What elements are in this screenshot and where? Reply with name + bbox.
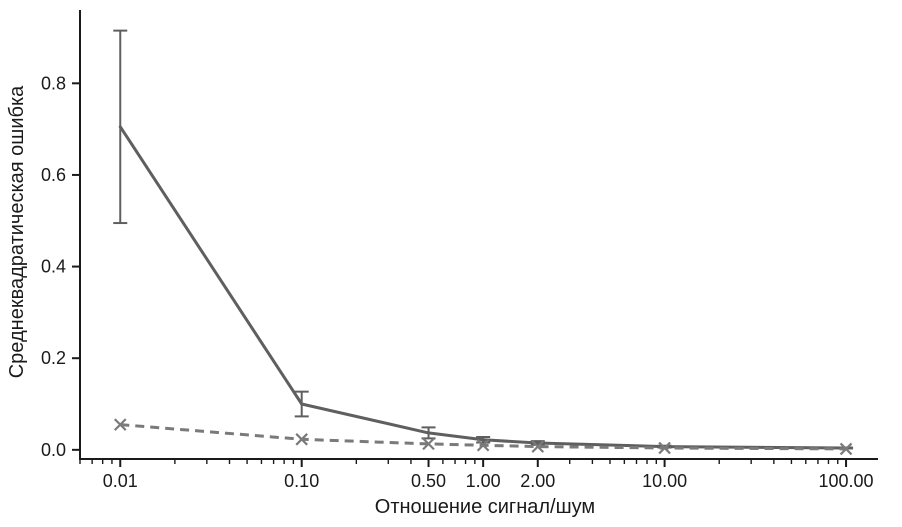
x-tick-label: 1.00 <box>466 471 501 491</box>
data-point <box>536 441 540 445</box>
y-ticks: 0.0 0.2 0.4 0.6 0.8 <box>41 73 80 460</box>
data-point <box>481 438 485 442</box>
x-tick-label: 0.01 <box>103 471 138 491</box>
data-point <box>118 125 122 129</box>
series-2 <box>113 418 853 456</box>
y-axis-title: Среднеквадратическая ошибка <box>6 85 28 378</box>
data-point-marker <box>422 437 435 451</box>
x-tick-label: 100.00 <box>819 471 874 491</box>
data-point <box>300 402 304 406</box>
y-tick-label: 0.8 <box>41 73 66 93</box>
data-point-marker <box>531 440 545 453</box>
data-point-marker <box>295 433 308 446</box>
series-layer <box>113 29 854 456</box>
series-1-line <box>119 125 847 450</box>
y-tick-label: 0.2 <box>41 348 66 368</box>
data-point-marker <box>839 442 853 456</box>
axes <box>79 10 878 460</box>
x-axis-title: Отношение сигнал/шум <box>375 496 595 518</box>
x-tick-label: 0.10 <box>284 471 319 491</box>
x-tick-label: 0.50 <box>411 471 446 491</box>
y-tick-label: 0.6 <box>41 165 66 185</box>
x-ticks: 0.01 0.10 0.50 1.00 2.00 10.00 100.00 <box>79 459 874 491</box>
series-1 <box>113 29 854 450</box>
data-point-marker <box>113 418 127 431</box>
data-point-marker <box>658 441 671 455</box>
data-point-marker <box>476 438 490 452</box>
x-tick-label: 10.00 <box>642 471 687 491</box>
y-tick-label: 0.0 <box>41 440 66 460</box>
y-tick-label: 0.4 <box>41 257 66 277</box>
x-tick-label: 2.00 <box>520 471 555 491</box>
data-point <box>427 431 431 435</box>
